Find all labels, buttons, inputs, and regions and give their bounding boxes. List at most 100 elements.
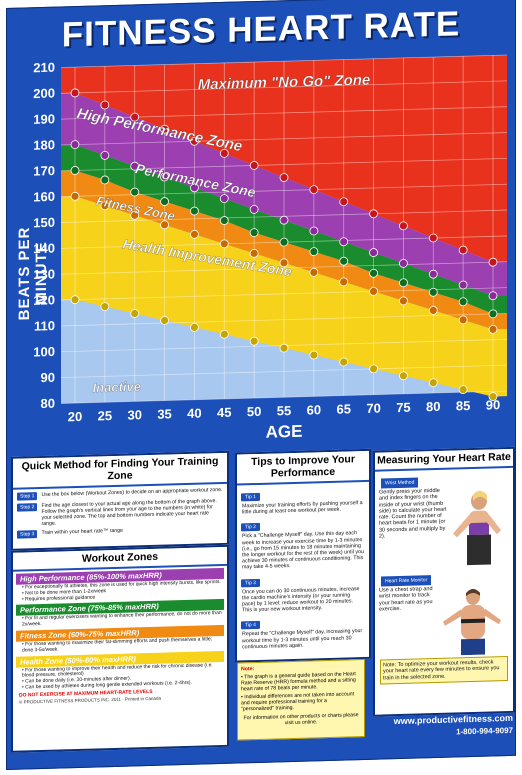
quick-step-badge: Step 2 xyxy=(17,503,38,512)
x-tick-label: 35 xyxy=(157,406,171,421)
boundary-point xyxy=(458,385,468,395)
y-tick-label: 200 xyxy=(33,85,55,101)
gridline-y xyxy=(61,80,507,94)
x-tick-label: 20 xyxy=(68,409,82,424)
heart-rate-monitor-text: Use a chest strap and wrist monitor to t… xyxy=(379,586,433,613)
boundary-point xyxy=(339,237,349,247)
tip-list: Tip 1 Maximize your training efforts by p… xyxy=(237,482,369,651)
x-tick-label: 55 xyxy=(277,403,291,418)
boundary-point xyxy=(428,305,438,315)
boundary-point xyxy=(399,221,408,231)
x-tick-label: 50 xyxy=(247,404,261,419)
gridline-y xyxy=(61,390,507,404)
boundary-point xyxy=(100,175,110,185)
x-tick-label: 70 xyxy=(366,401,380,416)
quick-steps: Step 1 Use the box below (Workout Zones) … xyxy=(13,487,227,539)
gridline-y xyxy=(61,54,507,68)
wrist-method-text: Gently press your middle and index finge… xyxy=(379,487,447,540)
boundary-point xyxy=(458,245,468,255)
tip-badge: Tip 4 xyxy=(241,621,260,630)
y-tick-label: 170 xyxy=(33,163,55,179)
zone-label: Maximum "No Go" Zone xyxy=(198,72,371,94)
boundary-point xyxy=(219,194,229,203)
tip-badge: Tip 1 xyxy=(241,492,260,502)
boundary-point xyxy=(279,215,289,225)
boundary-point xyxy=(249,248,259,258)
y-tick-label: 160 xyxy=(33,189,55,205)
x-tick-label: 40 xyxy=(187,406,201,421)
boundary-point xyxy=(369,209,378,219)
boundary-point xyxy=(130,112,140,122)
y-tick-label: 210 xyxy=(33,60,55,76)
boundary-point xyxy=(428,269,438,279)
boundary-point xyxy=(160,124,169,134)
wrist-method-badge: Wrist Method xyxy=(381,477,419,489)
chart-svg: 80 90 100 110 120 130 140 150 160 170 180 190 200 210… xyxy=(33,54,507,442)
boundary-point xyxy=(70,140,80,150)
boundary-point xyxy=(369,364,378,374)
boundary-point xyxy=(249,336,259,346)
note-footer: For information on other products or cha… xyxy=(243,712,359,727)
y-tick-label: 190 xyxy=(33,111,55,127)
y-tick-label: 100 xyxy=(33,344,55,360)
boundary-point xyxy=(488,291,498,301)
note-bullets: • The graph is a general guide based on … xyxy=(241,671,361,712)
boundary-point xyxy=(160,197,169,206)
band-2 xyxy=(61,144,507,314)
boundary-point xyxy=(309,185,319,195)
x-axis-label: AGE xyxy=(266,422,303,442)
x-tick-label: 25 xyxy=(98,408,112,423)
boundary-point xyxy=(249,228,259,238)
boundary-point xyxy=(160,172,169,182)
zone-label: Inactive xyxy=(93,379,141,395)
y-tick-label: 110 xyxy=(34,318,55,334)
boundary-point xyxy=(190,136,199,146)
tip-badge: Tip 2 xyxy=(241,523,260,532)
boundary-point xyxy=(219,148,229,158)
quick-step: Step 2 Find the age closest to your actua… xyxy=(17,498,223,528)
boundary-point xyxy=(488,257,498,267)
y-axis-label: BEATS PER MINUTE xyxy=(16,226,50,321)
measuring-panel: Measuring Your Heart Rate Wrist Method G… xyxy=(373,446,515,717)
boundary-point xyxy=(339,197,349,207)
boundary-point xyxy=(369,248,378,257)
boundary-point xyxy=(369,268,378,278)
band-3 xyxy=(61,170,507,330)
tip-text: Repeat the "Challenge Myself" day, incre… xyxy=(242,628,363,651)
boundary-point xyxy=(219,329,229,339)
boundary-point xyxy=(190,229,199,239)
boundary-point xyxy=(428,233,438,243)
x-tick-label: 30 xyxy=(127,407,141,422)
boundary-point xyxy=(399,278,408,288)
boundary-point xyxy=(160,316,169,325)
y-tick-label: 120 xyxy=(33,292,55,308)
note-box: Note: • The graph is a general guide bas… xyxy=(237,658,365,741)
y-tick-label: 130 xyxy=(33,266,55,282)
boundary-point xyxy=(219,239,229,249)
zone-list: High Performance (85%-100% maxHRR) • For … xyxy=(13,567,227,692)
boundary-point xyxy=(130,161,140,171)
boundary-point xyxy=(160,220,169,230)
x-tick-label: 65 xyxy=(336,401,350,416)
boundary-point xyxy=(279,173,289,182)
boundary-point xyxy=(458,315,468,325)
boundary-point xyxy=(279,237,289,247)
boundary-point xyxy=(309,350,319,360)
boundary-point xyxy=(458,280,468,290)
band-0 xyxy=(61,55,507,263)
boundary-point xyxy=(399,296,408,306)
quick-step-badge: Step 1 xyxy=(17,492,38,501)
boundary-point xyxy=(130,187,140,197)
boundary-point xyxy=(399,371,408,381)
quick-step-text: Train within your heart rate™ range xyxy=(41,527,123,537)
boundary-point xyxy=(339,357,349,367)
boundary-point xyxy=(279,343,289,353)
boundary-point xyxy=(249,161,259,170)
boundary-point xyxy=(309,226,319,236)
boundary-point xyxy=(369,286,378,296)
boundary-point xyxy=(428,378,438,388)
heart-rate-monitor-photo xyxy=(443,588,501,656)
band-1 xyxy=(61,92,507,296)
x-tick-label: 85 xyxy=(456,398,470,413)
tip-text: Pick a "Challenge Myself" day. Use this … xyxy=(242,530,364,571)
